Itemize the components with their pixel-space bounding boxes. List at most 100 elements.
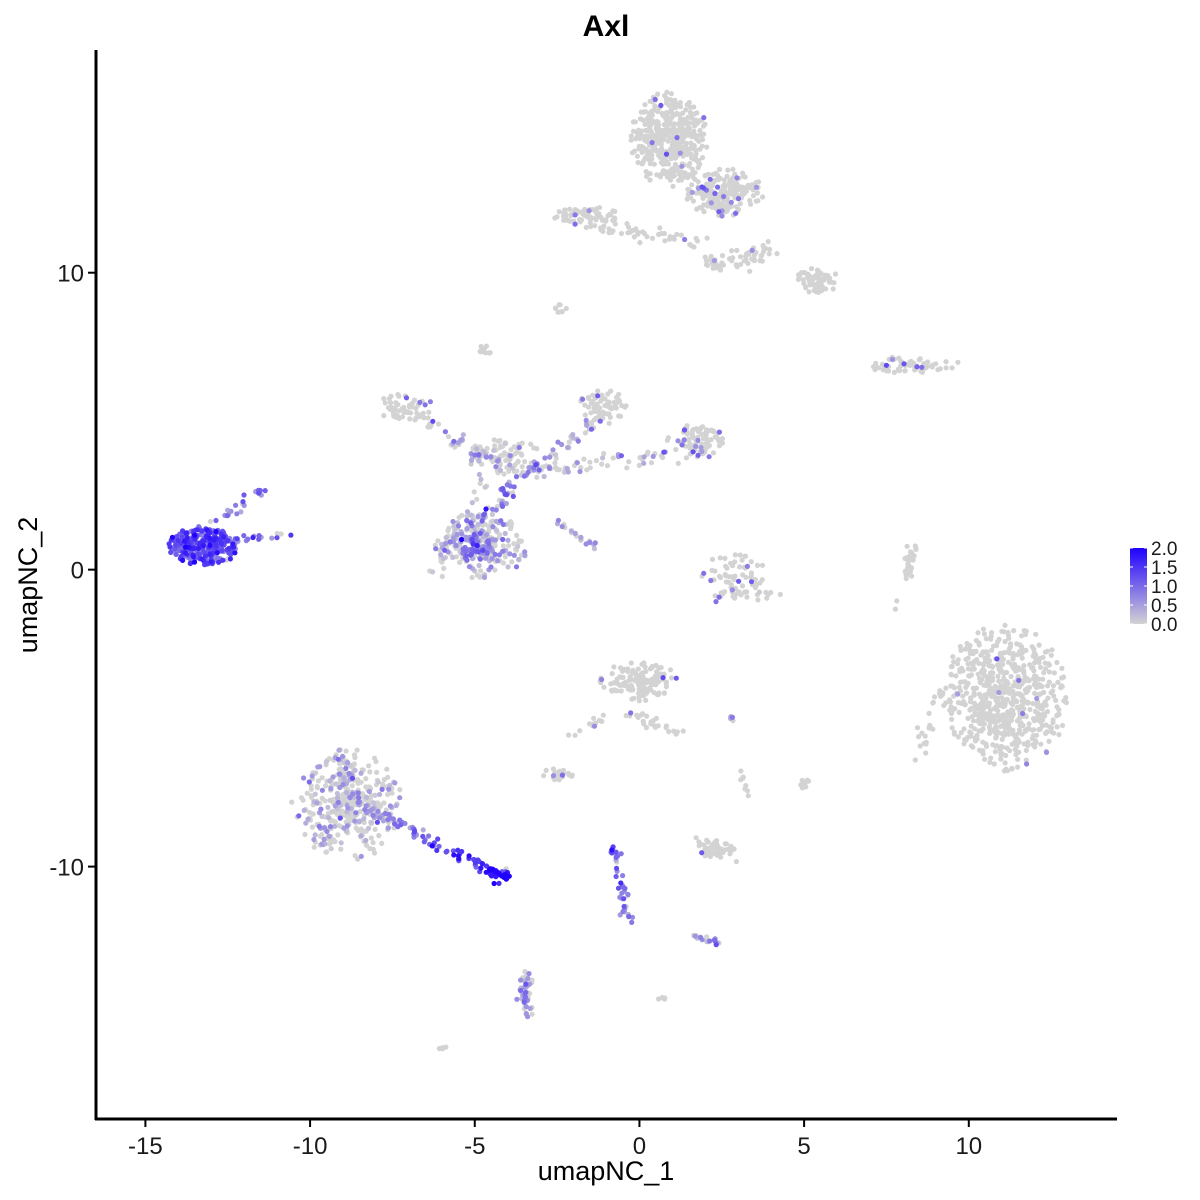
data-point: [961, 726, 967, 732]
data-point: [595, 393, 601, 399]
data-point: [663, 684, 670, 690]
data-point: [301, 775, 307, 781]
data-point: [194, 527, 200, 533]
data-point: [329, 808, 336, 814]
data-point: [716, 209, 722, 215]
data-point: [687, 145, 693, 151]
data-point: [1032, 744, 1038, 750]
data-point: [629, 919, 635, 926]
data-point: [499, 503, 506, 509]
data-point: [1020, 722, 1026, 729]
data-point: [668, 675, 675, 681]
data-point: [981, 671, 987, 677]
data-point: [718, 854, 724, 860]
data-point: [999, 751, 1005, 757]
data-point: [629, 228, 636, 234]
data-point: [634, 153, 641, 159]
data-point: [663, 110, 670, 116]
data-point: [488, 564, 494, 570]
data-point: [609, 671, 615, 677]
data-point: [708, 577, 714, 584]
data-point: [574, 460, 580, 466]
data-point: [1033, 656, 1039, 662]
data-point: [1046, 679, 1052, 685]
data-point: [180, 557, 186, 564]
data-point: [949, 725, 955, 731]
data-point: [531, 445, 537, 451]
data-point: [441, 555, 447, 562]
data-point: [380, 781, 386, 787]
data-point: [503, 500, 509, 507]
data-point: [503, 457, 509, 464]
data-point: [967, 673, 973, 679]
data-point: [625, 891, 631, 898]
data-point: [1059, 675, 1065, 681]
data-point: [474, 496, 480, 502]
data-point: [464, 513, 470, 519]
data-point: [492, 551, 498, 558]
data-point: [670, 148, 676, 155]
data-point: [1036, 727, 1042, 733]
data-point: [740, 191, 746, 198]
data-point: [386, 811, 392, 818]
data-point: [1040, 717, 1046, 723]
data-point: [514, 449, 520, 455]
data-point: [319, 775, 325, 781]
data-point: [1056, 711, 1062, 718]
data-point: [687, 130, 693, 136]
data-point: [739, 583, 746, 589]
data-point: [737, 185, 743, 191]
data-point: [403, 395, 410, 401]
data-point: [572, 530, 578, 537]
data-point: [225, 538, 231, 544]
x-axis-label: umapNC_1: [538, 1156, 675, 1186]
data-point: [976, 660, 982, 667]
data-point: [230, 541, 236, 547]
data-point: [480, 522, 486, 528]
data-point: [930, 699, 937, 705]
data-point: [706, 454, 712, 460]
data-point: [568, 528, 575, 534]
data-point: [1016, 677, 1022, 684]
data-point: [640, 229, 646, 235]
data-point: [1019, 655, 1025, 661]
data-point: [742, 786, 748, 792]
data-point: [682, 147, 689, 153]
data-point: [245, 536, 251, 542]
data-point: [661, 449, 667, 455]
data-point: [701, 209, 707, 215]
data-point: [468, 457, 475, 463]
data-point: [879, 361, 886, 367]
color-legend: 0.00.51.01.52.0: [1130, 539, 1177, 636]
data-point: [675, 460, 681, 466]
data-point: [262, 488, 268, 494]
data-point: [451, 523, 457, 529]
data-point: [436, 1045, 442, 1052]
data-point: [1036, 703, 1042, 709]
data-point: [352, 818, 358, 824]
data-point: [335, 756, 341, 762]
data-point: [233, 502, 239, 508]
data-point: [384, 766, 390, 772]
data-point: [483, 506, 489, 512]
data-point: [1038, 664, 1044, 670]
legend-tick-label: 0.5: [1151, 596, 1177, 617]
data-point: [411, 397, 418, 403]
data-point: [1046, 662, 1052, 668]
data-point: [652, 673, 659, 679]
data-point: [999, 736, 1005, 743]
data-point: [955, 734, 962, 740]
data-point: [663, 679, 669, 685]
data-point: [649, 140, 655, 146]
data-point: [1000, 661, 1006, 667]
data-point: [723, 563, 729, 569]
data-point: [975, 671, 981, 677]
data-point: [433, 546, 439, 552]
data-point: [478, 476, 484, 482]
data-point: [559, 523, 565, 530]
data-point: [712, 568, 718, 574]
data-point: [744, 594, 750, 600]
data-point: [513, 564, 520, 570]
data-point: [716, 594, 722, 600]
data-point: [591, 723, 598, 729]
